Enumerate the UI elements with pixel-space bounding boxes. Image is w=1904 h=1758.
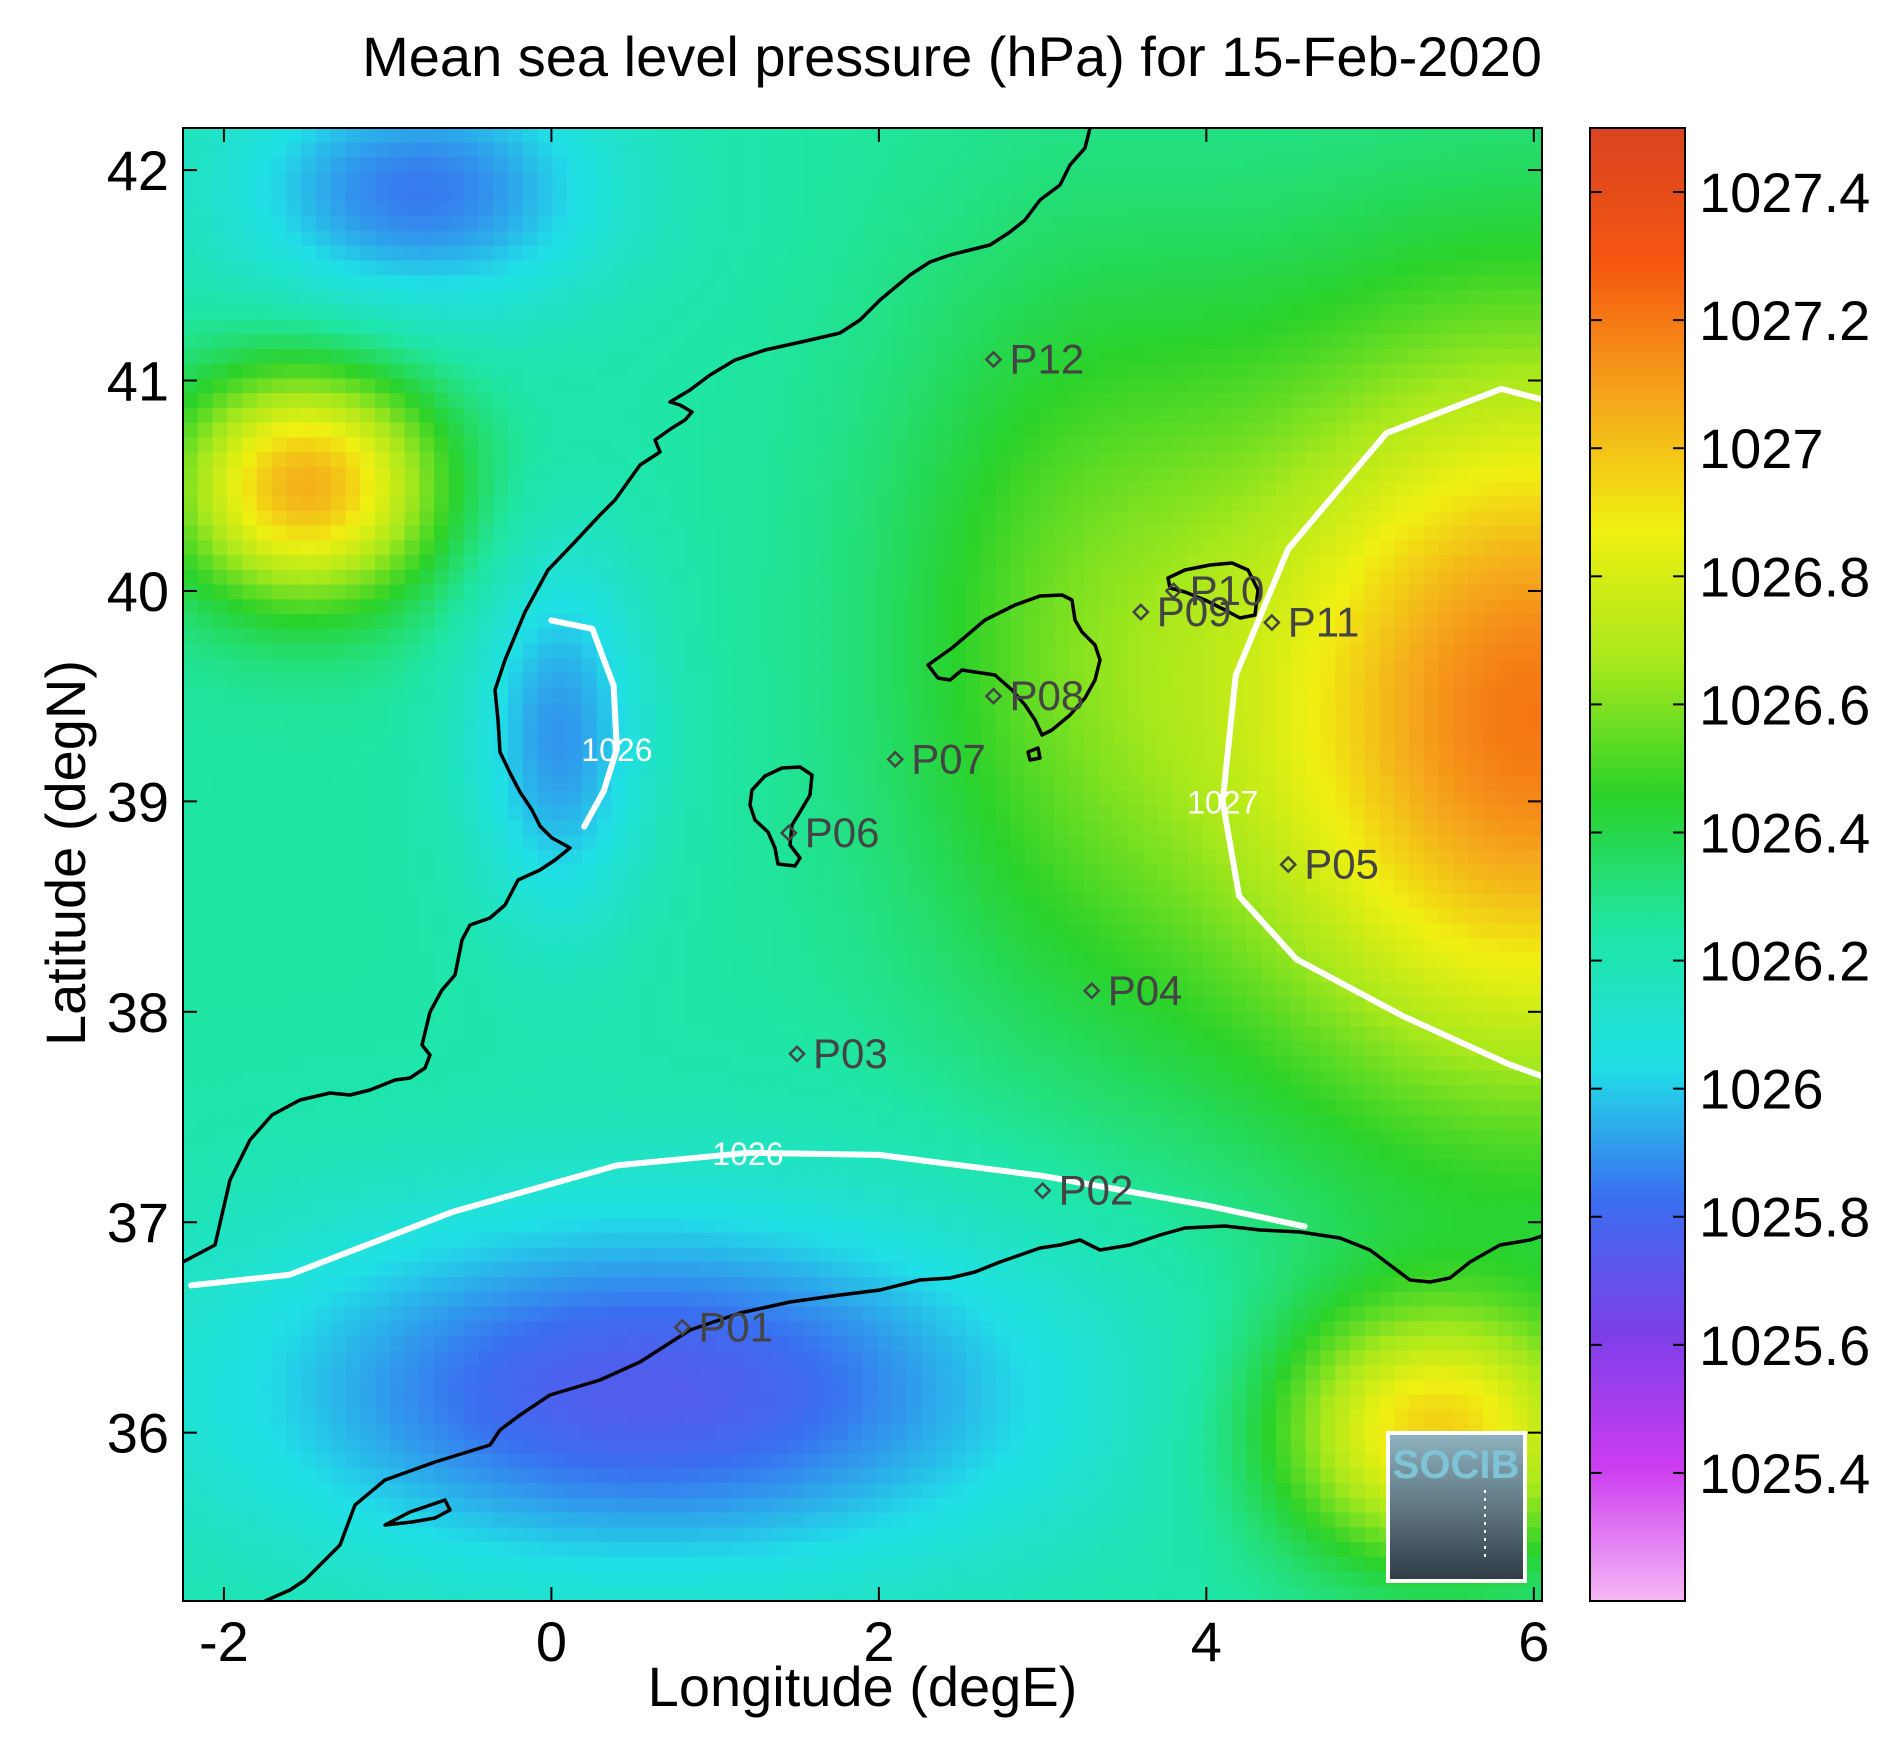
- station-label: P04: [1108, 967, 1183, 1014]
- menorca-coast: [1166, 561, 1260, 620]
- station-label: P06: [805, 809, 880, 856]
- colorbar-tick-label: 1026.8: [1699, 545, 1870, 608]
- colorbar-ticks: 1025.4 1025.6 1025.8 1026 1026.2 1026.4 1026.6…: [1590, 161, 1870, 1505]
- x-tick-label: 4: [1191, 1610, 1222, 1673]
- x-tick-label: 6: [1518, 1610, 1549, 1673]
- station-label: P10: [1190, 567, 1265, 614]
- station-marker: [673, 1318, 692, 1337]
- y-tick-label: 38: [107, 981, 169, 1044]
- colorbar-tick-label: 1026.6: [1699, 673, 1870, 736]
- small-island-coast: [383, 1498, 452, 1527]
- station-marker: [984, 687, 1003, 706]
- station-marker: [1033, 1181, 1052, 1200]
- colorbar-tick-label: 1027.2: [1699, 289, 1870, 352]
- station-marker: [1262, 613, 1281, 632]
- logo-text: SOCIB: [1393, 1443, 1520, 1487]
- isobar-1026-0: [188, 1149, 1308, 1289]
- x-tick-label: 2: [863, 1610, 894, 1673]
- station-label: P01: [698, 1303, 773, 1350]
- y-tick-label: 37: [107, 1191, 169, 1254]
- colorbar-tick-label: 1027.4: [1699, 161, 1870, 224]
- map-frame: [182, 127, 1543, 1602]
- isobars: 1026 1026 1027: [188, 385, 1542, 1289]
- station-marker: [984, 350, 1003, 369]
- socib-logo: SOCIB: [1386, 1431, 1527, 1583]
- colorbar: 1025.4 1025.6 1025.8 1026 1026.2 1026.4 1026.6…: [1589, 127, 1870, 1602]
- station-marker: [788, 1045, 806, 1063]
- coastline: [183, 128, 1542, 1601]
- iberian-coast: [183, 128, 1092, 1264]
- mallorca-coast: [926, 593, 1102, 737]
- colorbar-tick-label: 1025.6: [1699, 1314, 1870, 1377]
- colorbar-frame: [1589, 127, 1686, 1602]
- colorbar-tick-label: 1026.4: [1699, 802, 1870, 865]
- y-tick-label: 36: [107, 1402, 169, 1465]
- isobar-label: 1026: [581, 732, 652, 768]
- y-tick-label: 42: [107, 139, 169, 202]
- x-tick-label: -2: [199, 1610, 249, 1673]
- station-label: P03: [813, 1030, 888, 1077]
- isobar-1027-2: [1219, 385, 1542, 1080]
- station-marker: [1082, 981, 1101, 1000]
- station-label: P02: [1059, 1167, 1134, 1214]
- isobar-label: 1026: [712, 1136, 783, 1172]
- colorbar-tick-label: 1026.2: [1699, 930, 1870, 993]
- x-tick-label: 0: [536, 1610, 567, 1673]
- pressure-field: [183, 128, 1542, 1601]
- station-label: P07: [911, 735, 986, 782]
- colorbar-fill: [1590, 128, 1685, 1601]
- colorbar-tick-label: 1026: [1699, 1058, 1824, 1121]
- station-label: P05: [1304, 841, 1379, 888]
- station-marker: [1132, 603, 1150, 621]
- chart-title: Mean sea level pressure (hPa) for 15-Feb…: [362, 25, 1542, 88]
- isobar-label: 1027: [1187, 784, 1258, 820]
- colorbar-tick-label: 1025.4: [1699, 1442, 1870, 1505]
- y-tick-label: 41: [107, 350, 169, 413]
- north-africa-coast: [264, 1224, 1542, 1601]
- cabrera-coast: [1026, 746, 1042, 762]
- ibiza-coast: [748, 765, 814, 868]
- station-marker: [1164, 582, 1183, 600]
- station-marker: [1279, 855, 1298, 874]
- station-marker: [779, 824, 798, 842]
- isobar-1026-1: [548, 617, 620, 830]
- y-tick-label: 39: [107, 770, 169, 833]
- station-label: P12: [1010, 336, 1085, 383]
- station-label: P11: [1288, 599, 1360, 646]
- station-marker: [886, 750, 905, 769]
- colorbar-tick-label: 1025.8: [1699, 1186, 1870, 1249]
- colorbar-tick-label: 1027: [1699, 417, 1824, 480]
- station-label: P08: [1010, 672, 1085, 719]
- x-axis-label: Longitude (degE): [647, 1655, 1078, 1718]
- map-axes: -2 0 2 4 6 36 37 38 39 40 41 42: [107, 128, 1549, 1673]
- y-tick-label: 40: [107, 560, 169, 623]
- station-label: P09: [1157, 588, 1232, 635]
